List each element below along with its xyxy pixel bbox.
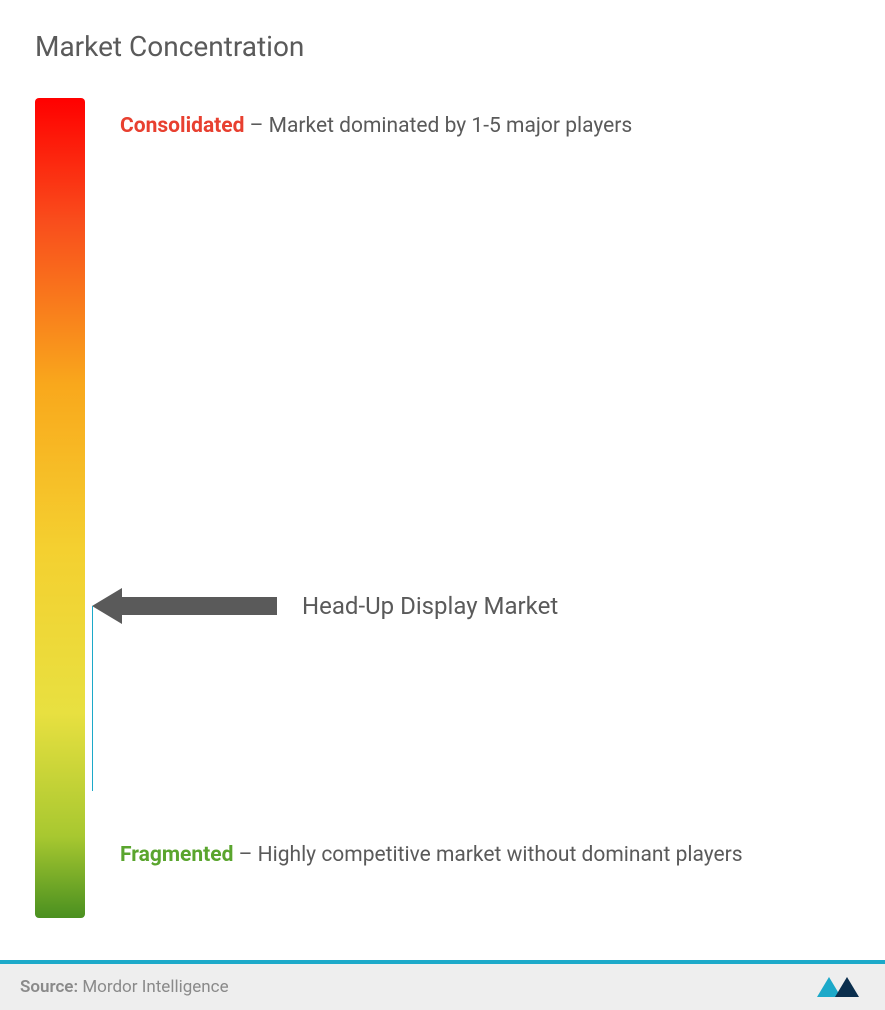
fragmented-description: – Highly competitive market without domi… — [233, 843, 742, 867]
brand-logo-icon — [815, 971, 865, 1003]
concentration-gradient-bar — [35, 98, 85, 918]
source-label: Source: — [20, 977, 82, 997]
page-title: Market Concentration — [35, 30, 850, 63]
marker-tick-line — [92, 606, 93, 791]
footer-bar: Source: Mordor Intelligence — [0, 960, 885, 1010]
infographic-container: Market Concentration Consolidated – Mark… — [0, 0, 885, 960]
consolidated-description: – Market dominated by 1-5 major players — [244, 114, 632, 138]
arrow-left-icon — [92, 588, 277, 624]
content-area: Consolidated – Market dominated by 1-5 m… — [35, 98, 850, 928]
arrow-shaft — [122, 597, 277, 615]
consolidated-label: Consolidated – Market dominated by 1-5 m… — [120, 103, 632, 149]
source-value: Mordor Intelligence — [82, 977, 228, 997]
fragmented-term: Fragmented — [120, 843, 233, 867]
market-name-label: Head-Up Display Market — [302, 592, 558, 620]
arrow-head — [92, 588, 122, 624]
market-position-marker: Head-Up Display Market — [92, 588, 558, 624]
labels-area: Consolidated – Market dominated by 1-5 m… — [120, 98, 850, 928]
consolidated-term: Consolidated — [120, 114, 244, 138]
source-citation: Source: Mordor Intelligence — [20, 977, 229, 997]
fragmented-label: Fragmented – Highly competitive market w… — [120, 832, 743, 878]
